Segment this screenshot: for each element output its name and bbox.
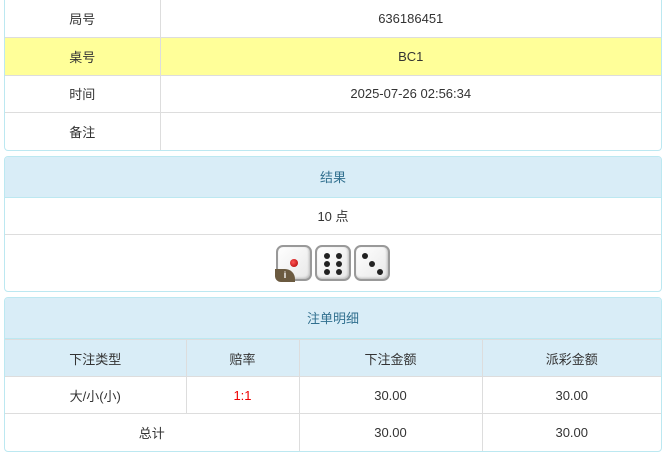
note-value [160,112,661,150]
bet-type: 大/小(小) [5,376,187,414]
bet-amount: 30.00 [299,376,483,414]
time-value: 2025-07-26 02:56:34 [160,74,661,113]
total-row: 总计 30.00 30.00 [5,413,661,451]
round-id-label: 局号 [5,0,161,38]
table-id-row: 桌号 BC1 [5,37,661,76]
round-info-table: 局号 636186451 桌号 BC1 时间 2025-07-26 02:56:34 … [4,0,662,151]
die-3-icon [354,245,390,281]
die-6-icon [315,245,351,281]
result-panel: 结果 10 点 i [4,156,662,292]
table-id-label: 桌号 [5,37,161,76]
result-title: 结果 [5,157,661,198]
odds: 1:1 [186,376,300,414]
round-id-row: 局号 636186451 [5,0,661,38]
col-bet-type: 下注类型 [5,339,187,377]
die-1-icon[interactable]: i [275,245,312,282]
col-payout: 派彩金额 [482,339,661,377]
note-row: 备注 [5,112,661,150]
bet-table-header: 下注类型 赔率 下注金额 派彩金额 [5,339,661,377]
bet-details-panel: 注单明细 下注类型 赔率 下注金额 派彩金额 大/小(小) 1:1 30.00 … [4,297,662,452]
total-payout: 30.00 [482,413,661,451]
payout: 30.00 [482,376,661,414]
dice-row: i [5,235,661,291]
note-label: 备注 [5,112,161,150]
time-label: 时间 [5,74,161,113]
total-amount: 30.00 [299,413,483,451]
round-id-value: 636186451 [160,0,661,38]
table-id-value: BC1 [160,37,661,76]
info-badge-icon[interactable]: i [275,269,295,282]
bet-details-title: 注单明细 [5,298,661,339]
col-bet-amount: 下注金额 [299,339,483,377]
total-label: 总计 [5,413,300,451]
time-row: 时间 2025-07-26 02:56:34 [5,74,661,113]
table-row: 大/小(小) 1:1 30.00 30.00 [5,376,661,414]
result-points: 10 点 [5,198,661,235]
col-odds: 赔率 [186,339,300,377]
